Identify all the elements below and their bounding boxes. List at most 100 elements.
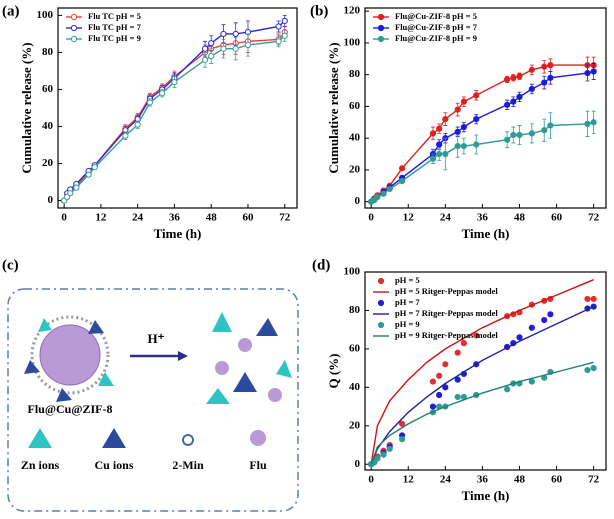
legend-label: 2-Min <box>172 458 204 472</box>
legend-label: Zn ions <box>21 458 60 472</box>
legend-label: pH = 9 <box>395 319 420 329</box>
plot-frame <box>364 271 607 471</box>
x-axis-title: Time (h) <box>154 226 202 241</box>
x-tick-label: 60 <box>551 474 563 486</box>
legend-marker <box>70 35 78 43</box>
x-tick-label: 36 <box>477 212 489 224</box>
marker <box>510 98 517 105</box>
legend-label: pH = 5 <box>395 275 420 285</box>
y-axis-title: Cumulative release (%) <box>19 42 34 173</box>
y-tick-label: 40 <box>349 132 361 144</box>
marker <box>460 98 467 105</box>
marker <box>584 120 591 127</box>
plot-frame <box>57 7 298 209</box>
chart: (d) 0 12 24 36 48 60 72 0 20 40 60 80 100 Time (h) Q (%… <box>312 257 607 503</box>
x-tick-label: 0 <box>368 212 374 224</box>
flu-icon <box>238 338 252 352</box>
series-line <box>63 20 286 201</box>
marker <box>510 74 517 81</box>
marker <box>429 155 437 162</box>
series-line <box>370 121 594 203</box>
marker <box>528 130 535 137</box>
y-tick-label: 40 <box>42 120 54 132</box>
marker <box>510 131 517 139</box>
marker <box>590 68 597 75</box>
x-tick-label: 36 <box>169 212 181 224</box>
x-tick-label: 60 <box>242 212 254 224</box>
marker <box>528 378 535 385</box>
legend-label: pH = 5 Ritger-Peppas model <box>395 286 498 296</box>
marker <box>398 165 406 172</box>
marker <box>504 101 511 108</box>
marker <box>208 53 215 60</box>
marker <box>584 366 591 374</box>
x-tick-label: 72 <box>588 212 600 224</box>
y-tick-label: 60 <box>42 83 54 95</box>
marker <box>201 45 209 52</box>
marker <box>590 303 597 310</box>
legend-marker <box>70 24 78 32</box>
marker <box>398 420 406 427</box>
marker <box>454 376 461 383</box>
y-tick-label: 0 <box>355 458 361 470</box>
x-tick-label: 48 <box>514 212 526 224</box>
y-tick-label: 40 <box>349 381 361 393</box>
marker <box>146 99 154 106</box>
legend-label: pH = 7 <box>395 297 420 307</box>
marker <box>208 40 215 47</box>
marker <box>398 436 406 443</box>
arrow-label: H⁺ <box>148 331 165 346</box>
y-tick-label: 0 <box>48 194 54 206</box>
marker <box>374 455 381 462</box>
marker <box>528 85 535 93</box>
flu-icon <box>268 388 282 402</box>
marker <box>244 41 252 49</box>
marker <box>386 185 393 193</box>
x-axis-title: Time (h) <box>462 488 510 503</box>
x-tick-label: 12 <box>403 212 415 224</box>
marker <box>436 372 443 379</box>
y-tick-label: 80 <box>349 68 361 80</box>
legend-label: Flu TC pH = 9 <box>88 33 141 43</box>
marker <box>85 171 92 178</box>
marker <box>516 73 523 80</box>
cu-icon <box>24 360 40 374</box>
legend-marker <box>377 13 385 21</box>
marker <box>220 45 227 52</box>
legend-marker <box>377 24 385 32</box>
marker <box>436 141 443 148</box>
x-axis-title: Time (h) <box>462 226 510 241</box>
marker <box>516 93 523 100</box>
y-axis-title: Q (%) <box>326 353 341 388</box>
marker <box>454 142 461 150</box>
x-tick-label: 24 <box>440 212 452 224</box>
x-tick-label: 24 <box>132 212 144 224</box>
marker <box>473 141 480 148</box>
marker <box>547 122 554 129</box>
y-tick-label: 60 <box>349 342 361 354</box>
marker <box>429 403 437 410</box>
x-tick-label: 48 <box>514 474 526 486</box>
marker <box>442 361 449 368</box>
cu-icon <box>256 318 278 336</box>
marker <box>590 295 597 303</box>
flu-icon <box>250 430 266 446</box>
marker <box>541 316 548 324</box>
y-tick-label: 0 <box>355 195 361 207</box>
x-tick-label: 0 <box>61 212 67 224</box>
marker <box>454 393 461 401</box>
marker <box>436 125 443 132</box>
flu-icon <box>215 361 229 375</box>
x-tick-label: 24 <box>440 474 452 486</box>
y-tick-label: 100 <box>344 36 361 48</box>
series-line <box>370 279 594 465</box>
marker <box>73 184 80 191</box>
marker <box>159 90 166 97</box>
panel-label: (a) <box>2 3 20 19</box>
series-line <box>63 31 286 201</box>
panel-c: (c) H⁺ Flu@Cu@ZIF-8 Zn ions Cu ions 2-Mi… <box>2 257 299 512</box>
y-tick-label: 80 <box>42 46 54 58</box>
marker <box>516 334 523 341</box>
x-tick-label: 72 <box>588 474 600 486</box>
legend-label: Flu TC pH = 7 <box>88 22 142 32</box>
